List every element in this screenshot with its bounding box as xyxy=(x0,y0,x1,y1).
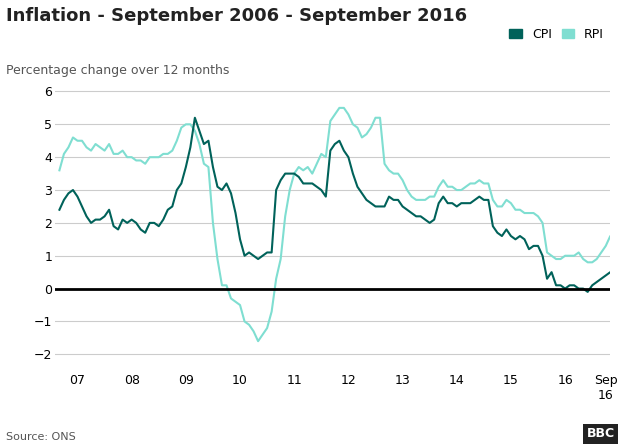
Text: Inflation - September 2006 - September 2016: Inflation - September 2006 - September 2… xyxy=(6,7,467,25)
Text: Percentage change over 12 months: Percentage change over 12 months xyxy=(6,64,230,77)
Text: Source: ONS: Source: ONS xyxy=(6,432,76,442)
Text: BBC: BBC xyxy=(587,428,615,440)
Legend: CPI, RPI: CPI, RPI xyxy=(509,28,604,41)
